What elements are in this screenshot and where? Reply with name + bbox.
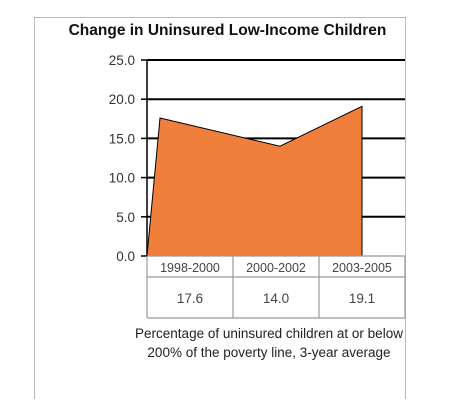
x-category-label: 2003-2005 [332, 261, 392, 275]
x-category-label: 1998-2000 [160, 261, 220, 275]
y-tick-label: 25.0 [109, 53, 135, 68]
data-label: 14.0 [263, 291, 289, 306]
x-category-label: 2000-2002 [246, 261, 306, 275]
data-area [146, 105, 363, 257]
data-area-fill [146, 105, 363, 257]
chart-frame [34, 17, 406, 399]
y-tick-label: 5.0 [116, 210, 135, 225]
y-tick-label: 10.0 [109, 171, 135, 186]
data-label: 19.1 [349, 291, 375, 306]
y-tick-label: 20.0 [109, 92, 135, 107]
chart-title: Change in Uninsured Low-Income Children [68, 22, 387, 39]
y-axis-ticks: 0.0 5.0 10.0 15.0 20.0 25.0 [109, 53, 135, 264]
y-tick-label: 0.0 [116, 249, 135, 264]
chart-caption: Percentage of uninsured children at or b… [135, 326, 403, 360]
y-tick-label: 15.0 [109, 131, 135, 146]
data-table: 1998-2000 2000-2002 2003-2005 17.6 14.0 19.1 [146, 255, 406, 319]
data-label: 17.6 [177, 291, 203, 306]
